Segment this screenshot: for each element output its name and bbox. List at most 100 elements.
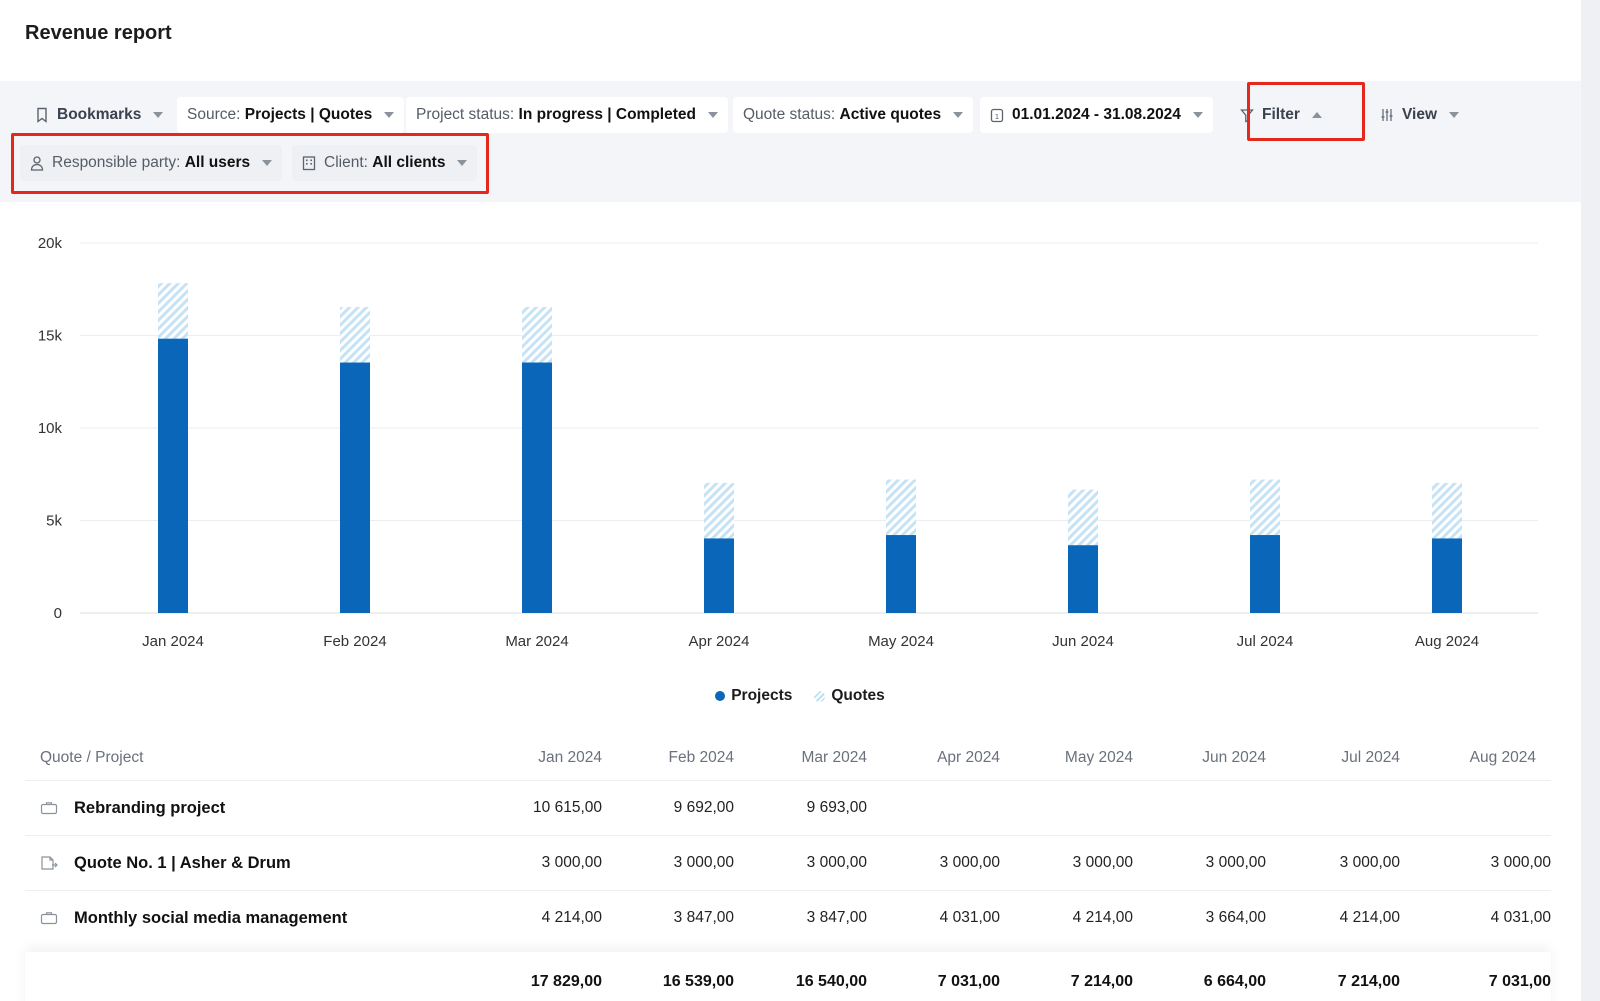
bookmarks-label: Bookmarks — [57, 106, 142, 123]
project-status-label: Project status: — [416, 106, 515, 123]
row-value: 3 847,00 — [673, 909, 734, 926]
column-header-month[interactable]: Jul 2024 — [1341, 748, 1400, 766]
table-row[interactable]: Rebranding project 10 615,00 9 692,00 9 693… — [25, 780, 1551, 835]
right-scrollbar-track[interactable] — [1581, 0, 1600, 1001]
table-body: Rebranding project 10 615,00 9 692,00 9 693… — [25, 780, 1551, 945]
row-value: 3 664,00 — [1205, 909, 1266, 926]
x-tick-label: Jan 2024 — [142, 633, 204, 650]
project-status-filter[interactable]: Project status: In progress | Completed — [406, 97, 728, 133]
legend-item-quotes[interactable]: Quotes — [814, 687, 885, 705]
chevron-down-icon — [707, 112, 718, 118]
total-value: 7 214,00 — [1070, 973, 1133, 990]
row-label[interactable]: Monthly social media management — [74, 908, 348, 927]
column-header-month[interactable]: Jan 2024 — [538, 748, 602, 766]
quote-status-value: Active quotes — [839, 106, 942, 123]
revenue-table: Quote / Project Jan 2024 Feb 2024 Mar 2024 A… — [25, 735, 1551, 1001]
quotes-swatch — [814, 690, 826, 702]
total-value: 16 539,00 — [662, 973, 734, 990]
responsible-party-filter[interactable]: Responsible party: All users — [20, 145, 283, 181]
column-header-month[interactable]: Jun 2024 — [1202, 748, 1266, 766]
row-value: 3 000,00 — [806, 854, 867, 871]
bar-projects[interactable] — [522, 362, 552, 613]
date-range-picker[interactable]: 1 01.01.2024 - 31.08.2024 — [980, 97, 1213, 133]
source-filter-label: Source: — [187, 106, 241, 123]
row-value: 3 847,00 — [806, 909, 867, 926]
table-row[interactable]: Monthly social media management 4 214,00 3… — [25, 890, 1551, 945]
date-range-value: 01.01.2024 - 31.08.2024 — [1012, 106, 1181, 123]
filter-label: Filter — [1262, 106, 1300, 123]
row-value: 3 000,00 — [939, 854, 1000, 871]
bar-quotes[interactable] — [522, 307, 552, 363]
legend-label-projects: Projects — [731, 687, 793, 704]
table-row[interactable]: Quote No. 1 | Asher & Drum 3 000,00 3 000,… — [25, 835, 1551, 890]
column-header-month[interactable]: Mar 2024 — [801, 748, 867, 766]
responsible-party-value: All users — [184, 154, 251, 171]
legend-item-projects[interactable]: Projects — [715, 687, 792, 705]
client-filter[interactable]: Client: All clients — [292, 145, 478, 181]
total-value: 7 031,00 — [937, 973, 1000, 990]
row-value: 9 692,00 — [673, 799, 734, 816]
bookmark-icon — [37, 107, 47, 123]
bar-projects[interactable] — [1250, 535, 1280, 613]
column-header-month[interactable]: Apr 2024 — [937, 748, 1000, 766]
x-tick-label: Jun 2024 — [1052, 633, 1114, 650]
bar-quotes[interactable] — [704, 482, 734, 539]
column-header-quote-project[interactable]: Quote / Project — [40, 748, 144, 766]
view-label: View — [1402, 106, 1438, 123]
bar-quotes[interactable] — [1250, 479, 1280, 536]
briefcase-icon — [40, 802, 58, 815]
quote-status-label: Quote status: — [743, 106, 836, 123]
y-tick-label: 15k — [38, 328, 63, 345]
row-value: 3 000,00 — [1339, 854, 1400, 871]
row-value: 3 000,00 — [1072, 854, 1133, 871]
page-title: Revenue report — [25, 22, 172, 44]
x-tick-label: Jul 2024 — [1237, 633, 1294, 650]
bar-projects[interactable] — [1068, 545, 1098, 613]
row-value: 3 000,00 — [1205, 854, 1266, 871]
bar-projects[interactable] — [704, 538, 734, 613]
project-status-value: In progress | Completed — [518, 106, 696, 123]
row-name: Rebranding project — [40, 781, 225, 835]
bookmarks-button[interactable]: Bookmarks — [25, 97, 173, 133]
row-label[interactable]: Quote No. 1 | Asher & Drum — [74, 853, 291, 872]
chevron-down-icon — [153, 112, 164, 118]
revenue-bar-chart: 0 5k 10k 15k 20k Jan 2024 Feb 2024 Mar 2024 Apr … — [38, 235, 1538, 650]
bar-projects[interactable] — [1432, 538, 1462, 613]
source-filter[interactable]: Source: Projects | Quotes — [177, 97, 405, 133]
chevron-up-icon — [1311, 112, 1322, 118]
bar-quotes[interactable] — [340, 307, 370, 363]
chevron-down-icon — [953, 112, 964, 118]
responsible-party-label: Responsible party: — [52, 154, 181, 171]
building-icon — [302, 156, 316, 171]
bar-projects[interactable] — [158, 338, 188, 613]
column-header-month[interactable]: May 2024 — [1064, 748, 1133, 766]
x-tick-label: Aug 2024 — [1415, 633, 1479, 650]
bar-quotes[interactable] — [1432, 482, 1462, 539]
table-totals-row: 17 829,00 16 539,00 16 540,00 7 031,00 7 214… — [25, 952, 1551, 1001]
extra-filters-highlight-box — [11, 133, 489, 194]
column-header-month[interactable]: Feb 2024 — [668, 748, 735, 766]
projects-swatch — [715, 691, 726, 701]
row-value: 10 615,00 — [533, 799, 602, 816]
bar-quotes[interactable] — [1068, 489, 1098, 546]
total-value: 7 031,00 — [1488, 973, 1551, 990]
legend-label-quotes: Quotes — [831, 687, 885, 704]
total-value: 16 540,00 — [795, 973, 867, 990]
column-header-month[interactable]: Aug 2024 — [1469, 748, 1536, 766]
row-label[interactable]: Rebranding project — [74, 798, 226, 817]
bar-projects[interactable] — [886, 535, 916, 613]
chevron-down-icon — [1449, 112, 1460, 118]
chart-legend: Projects Quotes — [0, 687, 1600, 705]
client-value: All clients — [372, 154, 446, 171]
user-icon — [30, 156, 44, 171]
bar-projects[interactable] — [340, 362, 370, 613]
bar-quotes[interactable] — [886, 479, 916, 536]
quote-document-icon — [41, 856, 58, 870]
view-button[interactable]: View — [1370, 97, 1469, 133]
quote-status-filter[interactable]: Quote status: Active quotes — [733, 97, 974, 133]
y-tick-label: 5k — [46, 513, 62, 530]
row-name: Monthly social media management — [40, 891, 347, 945]
row-value: 4 031,00 — [939, 909, 1000, 926]
bar-quotes[interactable] — [158, 283, 188, 339]
row-value: 3 000,00 — [1490, 854, 1551, 871]
